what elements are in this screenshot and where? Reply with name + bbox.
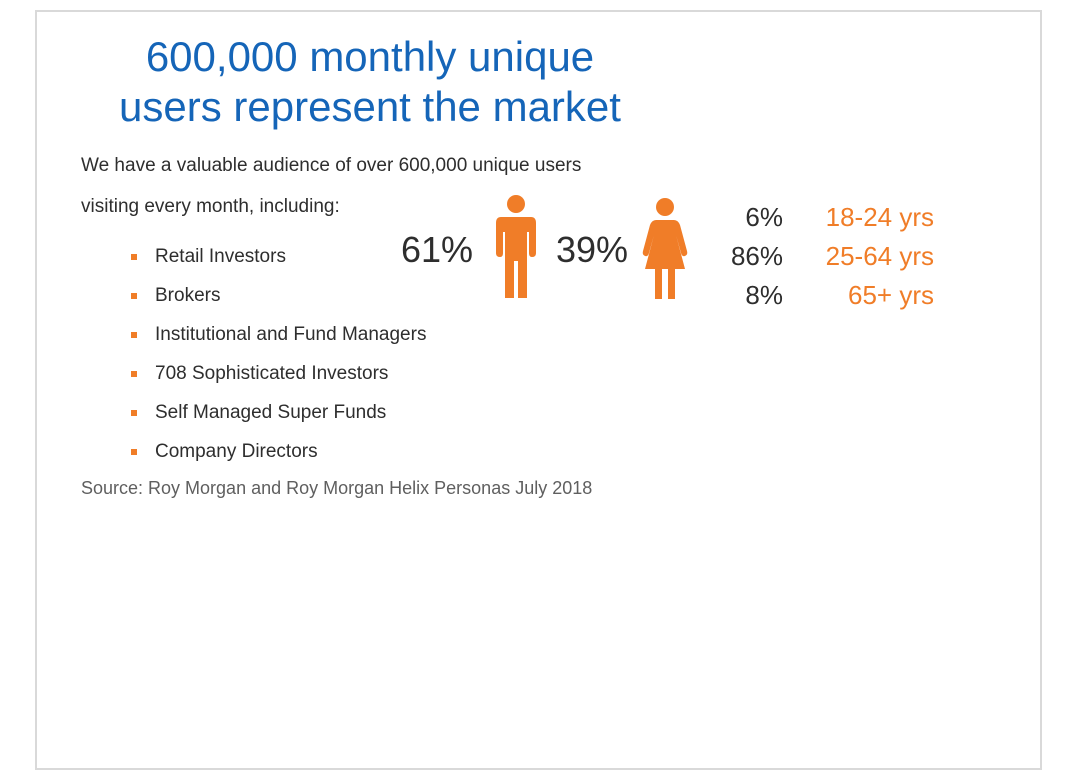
age-group-label: 65+ yrs [848, 280, 934, 310]
bullet-square-icon [131, 449, 137, 455]
intro-text-line-2: visiting every month, including: [81, 196, 340, 217]
female-person-icon [642, 198, 688, 299]
age-group-label: 18-24 yrs [825, 202, 934, 232]
content-card [35, 10, 1042, 770]
age-group-percent: 86% [730, 241, 783, 271]
page-title-line-2: users represent the market [119, 83, 621, 130]
bullet-square-icon [131, 293, 137, 299]
bullet-square-icon [131, 371, 137, 377]
age-group-row: 8% 65+ yrs [700, 280, 970, 316]
age-group-percent: 8% [745, 280, 783, 310]
intro-text-line-1: We have a valuable audience of over 600,… [81, 155, 582, 176]
age-group-percent: 6% [745, 202, 783, 232]
male-percentage: 61% [401, 229, 474, 270]
age-group-row: 86% 25-64 yrs [700, 241, 970, 277]
bullet-square-icon [131, 410, 137, 416]
bullet-square-icon [131, 332, 137, 338]
page-title: 600,000 monthly unique users represent t… [70, 32, 670, 132]
age-group-row: 6% 18-24 yrs [700, 202, 970, 238]
page-title-line-1: 600,000 monthly unique [145, 33, 595, 80]
source-note: Source: Roy Morgan and Roy Morgan Helix … [81, 478, 593, 498]
bullet-square-icon [131, 254, 137, 260]
female-percentage: 39% [556, 229, 629, 270]
age-group-label: 25-64 yrs [825, 241, 934, 271]
male-person-icon [496, 195, 536, 298]
